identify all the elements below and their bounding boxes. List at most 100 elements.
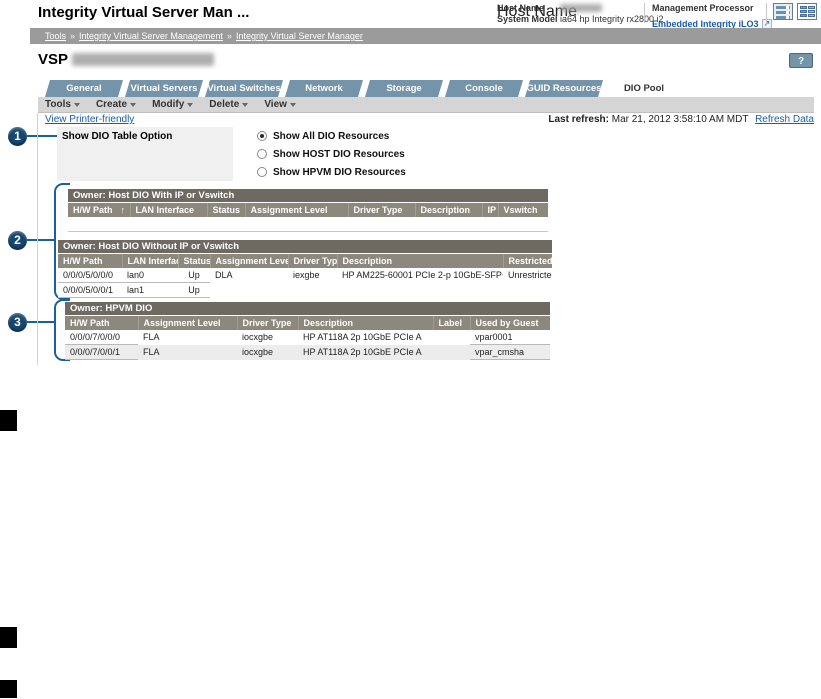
callout-3: 3 xyxy=(8,313,27,332)
breadcrumb-link[interactable]: Tools xyxy=(45,31,67,41)
radio-show-hpvm-dio-resources[interactable]: Show HPVM DIO Resources xyxy=(257,163,406,181)
tab-virtual-switches[interactable]: Virtual Switches xyxy=(205,80,283,97)
tab-guid-resources[interactable]: GUID Resources xyxy=(525,80,603,97)
host-name-label: Host Name xyxy=(497,3,545,13)
dio-table-option-title: Show DIO Table Option xyxy=(62,131,173,142)
tab-virtual-servers[interactable]: Virtual Servers xyxy=(125,80,203,97)
table-title: Owner: Host DIO Without IP or Vswitch xyxy=(58,240,552,254)
table-cell: DLA xyxy=(210,268,288,283)
column-header-description: Description xyxy=(414,203,482,217)
breadcrumb-link[interactable]: Integrity Virtual Server Manager xyxy=(235,31,363,41)
tab-storage[interactable]: Storage xyxy=(365,80,443,97)
app-header: Integrity Virtual Server Man ... Host Na… xyxy=(0,0,821,29)
menu-label: Delete xyxy=(209,99,240,110)
table-row: 0/0/0/5/0/0/0 lan0 Up DLA iexgbe HP AM225-600… xyxy=(58,268,552,283)
table-cell xyxy=(503,282,552,298)
app-title: Integrity Virtual Server Man ... xyxy=(38,4,250,21)
table-cell: FLA xyxy=(138,344,237,360)
table-cell: HP AM225-60001 PCIe 2-p 10GbE-SFP+ Adapt… xyxy=(337,268,503,283)
menu-delete[interactable]: Delete xyxy=(209,99,249,110)
menu-label: Tools xyxy=(45,99,71,110)
column-header-driver-type: Driver Type xyxy=(236,316,298,330)
column-header-restricted: Restricted xyxy=(502,254,552,268)
chevron-down-icon xyxy=(73,102,80,107)
table-cell: iocxgbe xyxy=(237,344,298,360)
table-cell: 0/0/0/7/0/0/0 xyxy=(65,330,138,345)
chevron-down-icon xyxy=(187,102,194,107)
menu-tools[interactable]: Tools xyxy=(45,99,80,110)
menu-modify[interactable]: Modify xyxy=(152,99,194,110)
table-cell: lan0 xyxy=(122,268,178,283)
component-grid-icon[interactable] xyxy=(797,3,817,20)
refresh-area: Last refresh: Mar 21, 2012 3:58:10 AM MD… xyxy=(548,114,814,125)
table-cell: 0/0/0/5/0/0/0 xyxy=(58,268,122,283)
help-button[interactable]: ? xyxy=(789,53,813,68)
vsp-hostname-redacted xyxy=(72,53,214,66)
column-header-assignment-level: Assignment Level xyxy=(244,203,348,217)
tab-network[interactable]: Network xyxy=(285,80,363,97)
menu-view[interactable]: View xyxy=(264,99,296,110)
table-row: 0/0/0/7/0/0/1 FLA iocxgbe HP AT118A 2p 10Gb… xyxy=(65,344,550,360)
table-cell xyxy=(433,330,470,345)
content-left-rule xyxy=(37,113,38,365)
host-name-value-redacted xyxy=(560,4,602,12)
menu-label: Create xyxy=(95,99,128,110)
system-model-label: System Model xyxy=(497,14,558,24)
toolbar: Tools Create Modify Delete View xyxy=(38,97,814,113)
host-name-label: Host Name xyxy=(497,3,578,20)
radio-show-host-dio-resources[interactable]: Show HOST DIO Resources xyxy=(257,145,406,163)
table-cell: iexgbe xyxy=(288,268,337,283)
last-refresh-label: Last refresh: xyxy=(548,114,609,125)
last-refresh-value: Mar 21, 2012 3:58:10 AM MDT xyxy=(611,114,749,125)
column-header-h-w-path[interactable]: H/W Path ↑ xyxy=(68,203,130,217)
column-header-assignment-level: Assignment Level xyxy=(209,254,288,268)
radio-button-icon[interactable] xyxy=(257,131,267,141)
radio-label: Show All DIO Resources xyxy=(273,130,390,142)
table-cell: Up xyxy=(178,268,210,283)
column-header-status: Status xyxy=(177,254,210,268)
table-cell: lan1 xyxy=(122,282,178,298)
table-title: Owner: Host DIO With IP or Vswitch xyxy=(68,189,548,203)
menu-label: View xyxy=(264,99,287,110)
refresh-data-link[interactable]: Refresh Data xyxy=(755,114,814,125)
list-bar xyxy=(776,16,790,19)
sort-ascending-icon: ↑ xyxy=(120,205,126,215)
tab-general[interactable]: General xyxy=(45,80,123,97)
dio-table-option-box: Show DIO Table Option xyxy=(57,127,233,181)
list-bar xyxy=(776,11,790,14)
crop-artifact xyxy=(0,627,17,648)
header-divider xyxy=(766,3,767,23)
menu-create[interactable]: Create xyxy=(95,99,137,110)
callout-line-1 xyxy=(26,135,57,137)
header-divider xyxy=(644,3,645,23)
breadcrumb-separator: » xyxy=(226,31,232,41)
menu-label: Modify xyxy=(152,99,185,110)
radio-show-all-dio-resources[interactable]: Show All DIO Resources xyxy=(257,127,406,145)
printer-friendly-link[interactable]: View Printer-friendly xyxy=(45,114,135,125)
table-cell xyxy=(337,282,503,298)
table-title: Owner: HPVM DIO xyxy=(65,302,550,316)
callout-2: 2 xyxy=(8,231,27,250)
column-header-driver-type: Driver Type xyxy=(287,254,337,268)
management-processor-link[interactable]: Embedded Integrity iLO3 xyxy=(652,19,759,29)
breadcrumb-link[interactable]: Integrity Virtual Server Management xyxy=(79,31,223,41)
tab-bar: General Virtual Servers Virtual Switches Ne… xyxy=(45,80,683,97)
radio-button-icon[interactable] xyxy=(257,149,267,159)
column-header-assignment-level: Assignment Level xyxy=(137,316,237,330)
column-header-description: Description xyxy=(297,316,433,330)
callout-bracket-3 xyxy=(54,299,70,361)
tab-console[interactable]: Console xyxy=(445,80,523,97)
column-header-used-by-guest: Used by Guest xyxy=(469,316,550,330)
list-bar xyxy=(776,6,790,9)
crop-artifact xyxy=(0,680,17,698)
chevron-down-icon xyxy=(242,102,249,107)
column-header-h-w-path: H/W Path xyxy=(58,254,122,268)
tab-dio-pool[interactable]: DIO Pool xyxy=(605,80,683,97)
column-header-vswitch: Vswitch xyxy=(497,203,548,217)
radio-label: Show HOST DIO Resources xyxy=(273,148,405,160)
window-list-icon[interactable] xyxy=(773,3,793,20)
breadcrumb-separator: » xyxy=(70,31,76,41)
callout-line-2 xyxy=(26,239,54,241)
radio-button-icon[interactable] xyxy=(257,167,267,177)
